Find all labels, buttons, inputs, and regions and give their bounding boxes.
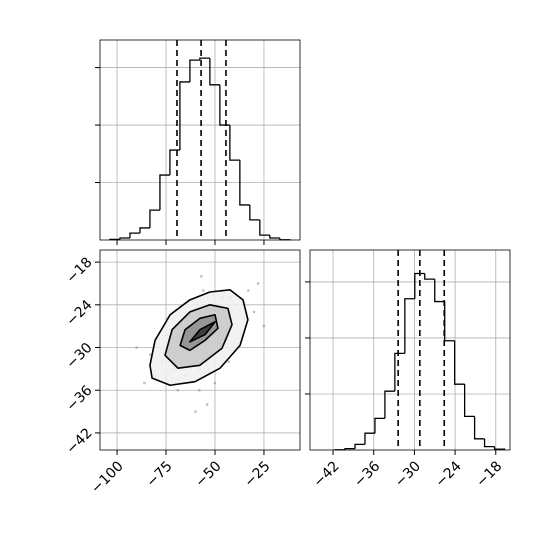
- histogram-step: [259, 219, 270, 236]
- x-tick-label: −24: [433, 458, 465, 490]
- scatter-point: [135, 346, 138, 349]
- histogram-step: [344, 447, 356, 450]
- histogram-step: [364, 432, 375, 445]
- histogram-step: [139, 227, 150, 234]
- axes-frame: [99, 39, 301, 241]
- y-tick-label: −24: [63, 297, 95, 329]
- histogram-step: [384, 390, 395, 419]
- histogram-step: [473, 416, 485, 440]
- histogram-step: [444, 301, 455, 342]
- scatter-point: [262, 324, 266, 328]
- histogram-step: [483, 438, 495, 448]
- histogram-step: [119, 237, 130, 240]
- histogram-step: [219, 84, 230, 126]
- histogram-step: [434, 279, 445, 303]
- histogram-step: [249, 204, 260, 221]
- x-tick-label: −75: [143, 458, 175, 490]
- histogram-step: [229, 125, 240, 161]
- x-tick-label: −36: [351, 458, 383, 490]
- histogram-step: [239, 160, 250, 206]
- scatter-point: [198, 388, 201, 392]
- x-tick-label: −30: [392, 458, 424, 490]
- scatter-point: [213, 381, 217, 385]
- scatter-point: [252, 310, 256, 314]
- histogram-step: [179, 81, 190, 151]
- histogram-step: [374, 417, 385, 434]
- histogram-step: [189, 59, 200, 82]
- axes-frame: [99, 249, 301, 451]
- histogram-step: [169, 149, 180, 176]
- scatter-point: [246, 289, 250, 292]
- scatter-point: [199, 275, 203, 278]
- x-tick-label: −25: [241, 458, 273, 490]
- y-tick-label: −30: [63, 340, 95, 372]
- histogram-step: [354, 443, 365, 449]
- scatter-point: [143, 381, 146, 385]
- axes-frame: [309, 249, 511, 451]
- scatter-point: [176, 388, 180, 392]
- scatter-point: [201, 289, 205, 292]
- histogram-step: [129, 232, 140, 238]
- histogram-step: [269, 235, 280, 239]
- histogram-step: [394, 352, 405, 392]
- x-tick-label: −18: [473, 458, 505, 490]
- histogram-step: [493, 446, 506, 450]
- contour: [189, 321, 216, 343]
- histogram-step: [209, 58, 220, 86]
- scatter-point: [149, 353, 152, 356]
- x-tick-label: −50: [192, 458, 224, 490]
- histogram-step: [424, 273, 435, 280]
- y-tick-label: −18: [63, 254, 95, 286]
- x-tick-label: −100: [88, 458, 127, 497]
- histogram-step: [149, 209, 160, 228]
- scatter-point: [256, 282, 260, 285]
- x-tick-label: −42: [311, 458, 343, 490]
- histogram-step: [199, 57, 210, 61]
- histogram-step: [159, 174, 170, 211]
- histogram-step: [404, 298, 415, 354]
- scatter-point: [227, 360, 230, 364]
- y-tick-label: −36: [63, 382, 95, 414]
- histogram-step: [414, 272, 425, 299]
- y-tick-label: −42: [63, 425, 95, 457]
- scatter-point: [205, 403, 209, 406]
- scatter-point: [194, 410, 197, 413]
- histogram-step: [463, 384, 475, 418]
- histogram-step: [454, 340, 465, 385]
